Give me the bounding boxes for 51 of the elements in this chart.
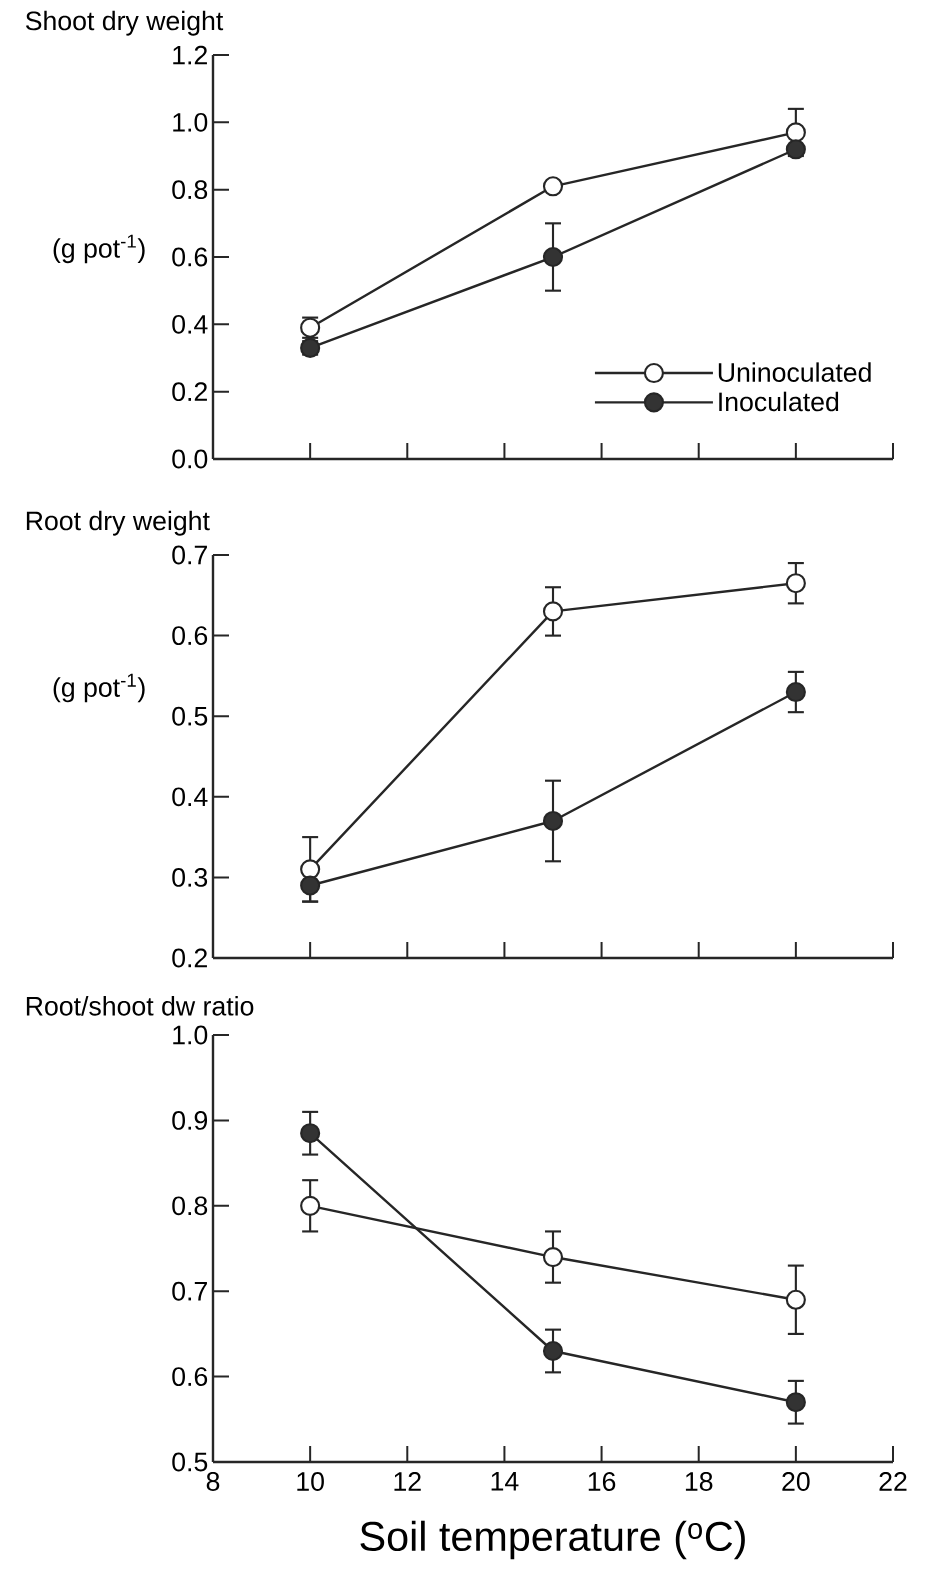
y-tick-label: 0.6: [172, 1367, 208, 1387]
y-axis-title: (g pot$^{-1}$): [53, 234, 145, 264]
y-tick-label: 0.3: [172, 867, 208, 887]
y-tick-label: 0.5: [172, 706, 208, 726]
chart-title: Root/shoot dw ratio: [26, 996, 254, 1016]
y-tick-label: 0.8: [172, 180, 208, 200]
point: [785, 1289, 806, 1310]
x-tick-label: 18: [685, 1472, 713, 1491]
y-tick-label: 1.0: [173, 112, 208, 132]
x-tick-label: 8: [206, 1472, 220, 1491]
y-tick-label: 0.5: [172, 1452, 208, 1472]
x-tick-label: 10: [297, 1472, 324, 1491]
point: [300, 1123, 321, 1144]
point: [785, 139, 806, 160]
point: [542, 246, 564, 268]
x-tick-label: 14: [491, 1472, 519, 1491]
point: [300, 859, 321, 880]
point: [542, 176, 564, 197]
x-tick-label: 16: [588, 1472, 616, 1491]
point: [542, 1340, 564, 1362]
point: [300, 1195, 321, 1216]
legend-label: Uninoculated: [718, 362, 871, 382]
y-tick-label: 0.0: [172, 449, 208, 469]
x-tick-label: 20: [782, 1472, 810, 1491]
x-tick-label: 22: [879, 1472, 907, 1491]
point: [300, 875, 321, 896]
point: [785, 573, 806, 594]
y-axis-title: (g pot$^{-1}$): [53, 673, 145, 703]
point: [785, 1392, 806, 1413]
x-axis-title: Soil temperature ($^{o}$C): [360, 1520, 745, 1560]
point: [542, 810, 564, 832]
y-tick-label: 0.8: [172, 1196, 208, 1216]
y-tick-label: 0.2: [172, 382, 207, 402]
point: [785, 122, 806, 143]
y-tick-label: 0.7: [172, 1281, 207, 1301]
y-tick-label: 0.7: [172, 545, 207, 565]
chart-title: Shoot dry weight: [25, 10, 224, 36]
point: [542, 1246, 564, 1268]
y-tick-label: 0.6: [172, 247, 208, 267]
point: [542, 601, 564, 622]
point: [785, 681, 806, 703]
y-tick-label: 0.4: [172, 314, 208, 334]
y-tick-label: 1.0: [173, 1025, 208, 1045]
x-tick-label: 12: [394, 1472, 421, 1491]
y-tick-label: 0.6: [172, 626, 208, 646]
y-tick-label: 0.9: [172, 1110, 208, 1130]
y-tick-label: 0.4: [172, 787, 208, 807]
chart-title: Root dry weight: [26, 510, 210, 536]
y-tick-label: 0.2: [172, 948, 207, 968]
y-tick-label: 1.2: [173, 45, 207, 65]
legend-label: Inoculated: [719, 391, 839, 412]
